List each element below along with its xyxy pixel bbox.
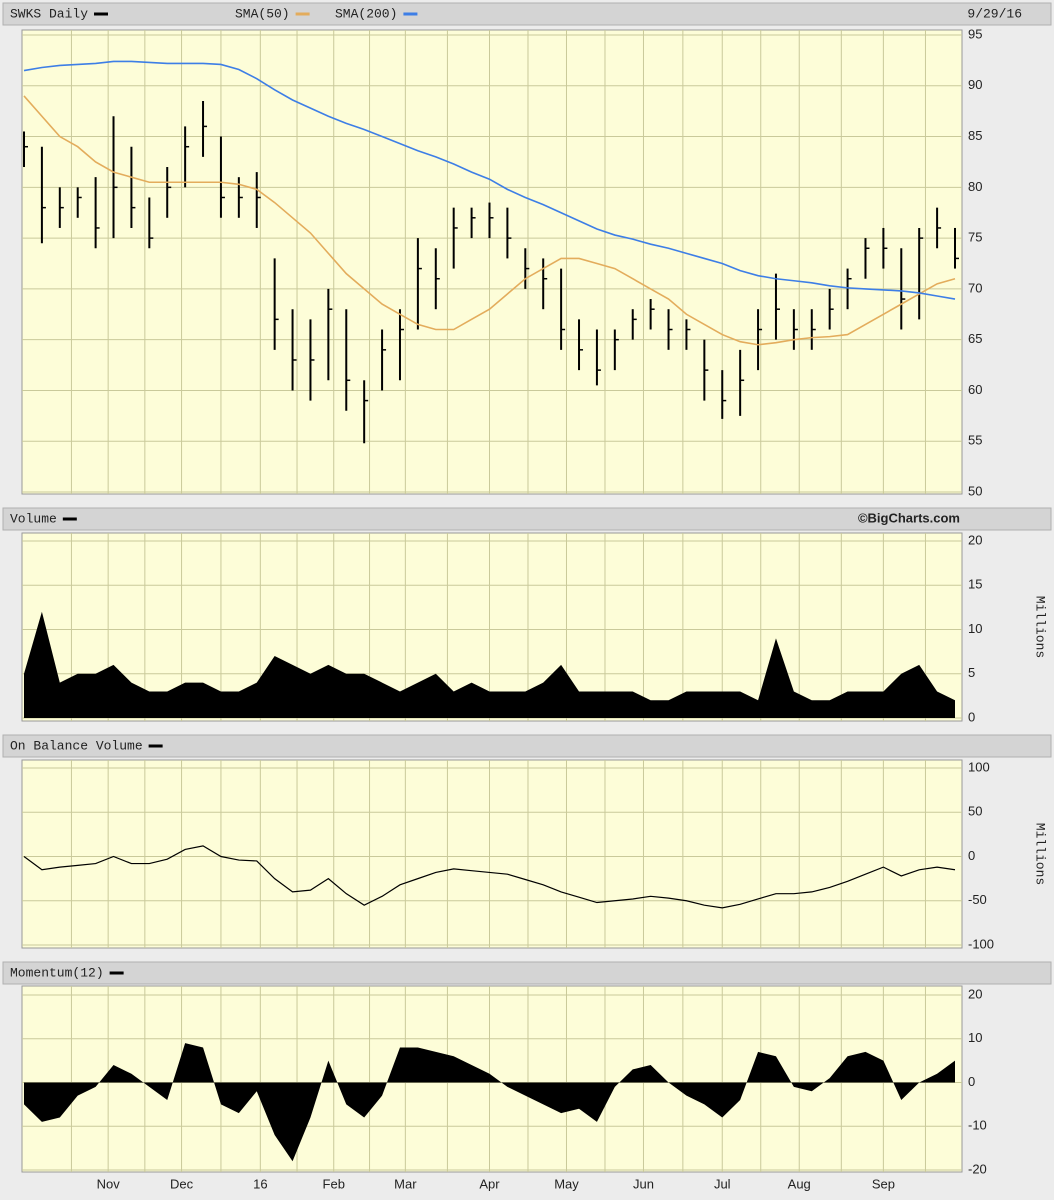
- panel-header: [2, 961, 1052, 985]
- y-tick-label: 0: [968, 848, 975, 863]
- x-tick-label: Dec: [170, 1176, 194, 1191]
- y-axis-label: Millions: [1033, 596, 1048, 658]
- y-tick-label: 20: [968, 532, 982, 547]
- panel-header: [2, 734, 1052, 758]
- y-tick-label: 90: [968, 77, 982, 92]
- x-tick-label: May: [554, 1176, 579, 1191]
- legend-label: SMA(50): [235, 6, 290, 21]
- panel-title: On Balance Volume: [10, 738, 143, 753]
- y-tick-label: 100: [968, 759, 990, 774]
- panel-header: [2, 2, 1052, 26]
- y-tick-label: 60: [968, 382, 982, 397]
- y-tick-label: 0: [968, 709, 975, 724]
- y-tick-label: 70: [968, 280, 982, 295]
- area: [24, 611, 955, 718]
- panel-title: SWKS Daily: [10, 6, 88, 21]
- x-tick-label: Feb: [323, 1176, 345, 1191]
- y-tick-label: 75: [968, 230, 982, 245]
- x-tick-label: Mar: [394, 1176, 417, 1191]
- credit: ©BigCharts.com: [858, 510, 960, 525]
- x-tick-label: Jul: [714, 1176, 731, 1191]
- x-tick-label: Aug: [788, 1176, 811, 1191]
- y-tick-label: 50: [968, 804, 982, 819]
- plot-area: [21, 759, 963, 949]
- y-tick-label: 20: [968, 986, 982, 1001]
- sma-line: [23, 95, 956, 346]
- y-tick-label: 10: [968, 1030, 982, 1045]
- y-tick-label: 50: [968, 483, 982, 498]
- date-label: 9/29/16: [967, 6, 1022, 21]
- y-tick-label: 15: [968, 577, 982, 592]
- y-tick-label: 85: [968, 128, 982, 143]
- panel-title: Momentum(12): [10, 965, 104, 980]
- sma-line: [23, 60, 956, 300]
- y-tick-label: 55: [968, 433, 982, 448]
- y-tick-label: -20: [968, 1161, 987, 1176]
- y-tick-label: 0: [968, 1074, 975, 1089]
- y-tick-label: 65: [968, 331, 982, 346]
- legend-label: SMA(200): [335, 6, 397, 21]
- y-tick-label: 5: [968, 665, 975, 680]
- y-tick-label: -50: [968, 892, 987, 907]
- x-tick-label: Sep: [872, 1176, 895, 1191]
- plot-area: [21, 29, 963, 495]
- y-tick-label: 95: [968, 26, 982, 41]
- y-tick-label: -100: [968, 936, 994, 951]
- x-tick-label: Apr: [479, 1176, 500, 1191]
- x-tick-label: Nov: [97, 1176, 121, 1191]
- x-tick-label: Jun: [633, 1176, 654, 1191]
- y-axis-label: Millions: [1033, 823, 1048, 885]
- y-tick-label: 10: [968, 621, 982, 636]
- y-tick-label: 80: [968, 179, 982, 194]
- y-tick-label: -10: [968, 1118, 987, 1133]
- panel-header: [2, 507, 1052, 531]
- line: [23, 845, 956, 909]
- panel-title: Volume: [10, 511, 57, 526]
- x-tick-label: 16: [253, 1176, 267, 1191]
- area: [24, 1043, 955, 1162]
